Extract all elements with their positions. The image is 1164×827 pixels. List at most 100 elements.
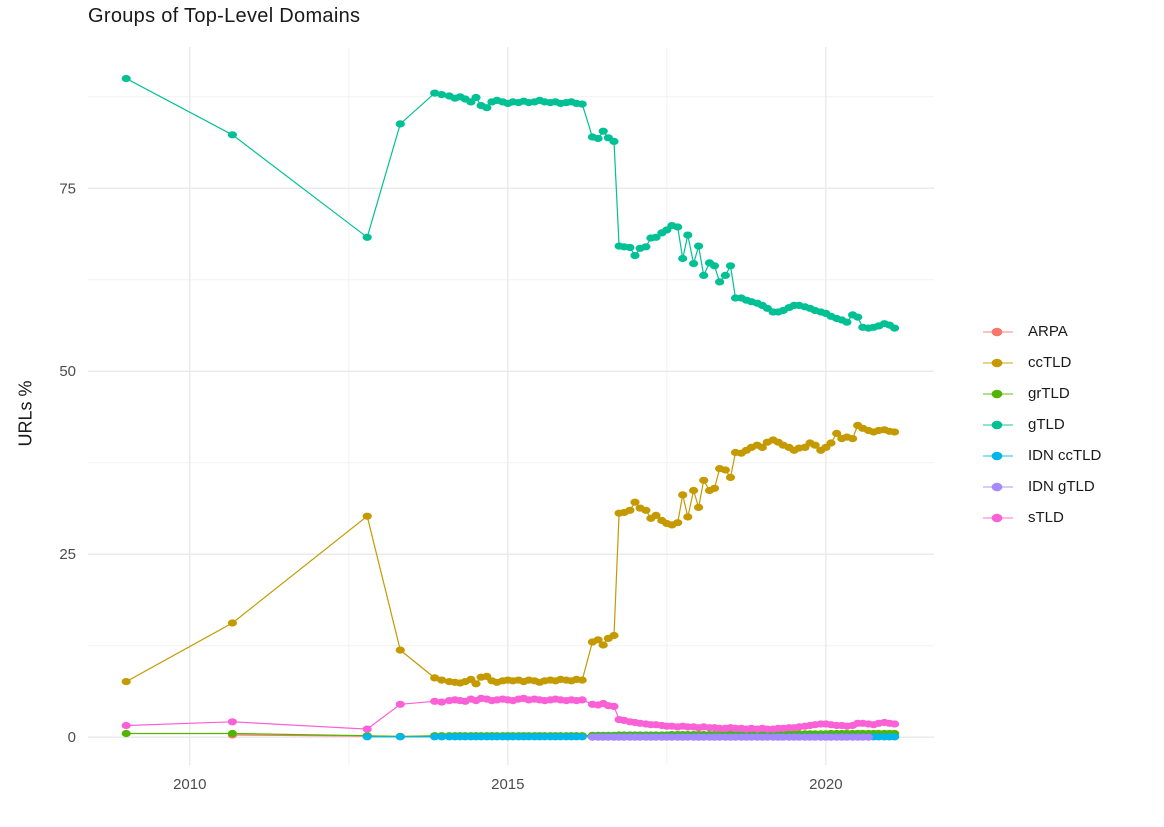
data-point [609, 702, 619, 711]
data-point [609, 137, 619, 145]
legend-label-arpa: ARPA [1028, 323, 1068, 340]
data-point [678, 254, 688, 263]
data-point [694, 242, 704, 250]
data-point [430, 89, 440, 97]
data-point [725, 473, 736, 481]
data-point [362, 233, 372, 241]
data-point [699, 476, 709, 484]
data-point [609, 631, 619, 640]
legend-key-icon [983, 420, 1013, 429]
data-point [121, 74, 131, 83]
data-point [471, 93, 481, 102]
y-tick-label: 25 [59, 546, 76, 563]
data-point [362, 733, 372, 741]
data-point [641, 506, 651, 514]
data-point [577, 696, 587, 704]
data-point [437, 91, 447, 99]
data-point [598, 641, 608, 649]
data-point [890, 720, 900, 728]
legend: ARPA ccTLD grTLD gTLD IDN ccTLD IDN gTLD sTLD [982, 316, 1101, 533]
legend-label-idn-gtld: IDN gTLD [1028, 478, 1095, 495]
legend-item-gtld: gTLD [982, 409, 1101, 440]
legend-key-icon [983, 327, 1013, 336]
legend-key-icon [983, 482, 1013, 491]
data-point [630, 498, 640, 506]
data-point [689, 486, 699, 495]
legend-key-dot [991, 451, 1003, 460]
data-point [641, 243, 651, 251]
data-point [625, 506, 635, 514]
data-point [395, 120, 405, 128]
series-points-cctld [121, 421, 900, 688]
data-point [577, 676, 587, 684]
data-point [362, 512, 372, 520]
data-point [848, 435, 858, 443]
data-point [757, 443, 767, 451]
data-point [577, 733, 587, 741]
legend-key-icon [983, 358, 1013, 367]
legend-key-icon [983, 451, 1013, 460]
legend-item-cctld: ccTLD [982, 347, 1101, 378]
data-point [577, 100, 587, 108]
data-point [430, 697, 440, 705]
legend-key-dot [991, 482, 1003, 491]
data-point [890, 733, 900, 741]
data-point [853, 313, 863, 321]
data-point [832, 429, 842, 437]
data-point [227, 131, 237, 139]
data-point [437, 676, 447, 684]
legend-label-gtld: gTLD [1028, 416, 1065, 433]
series-points-stld [121, 694, 900, 733]
legend-key-dot [991, 358, 1003, 367]
data-point [227, 619, 237, 627]
legend-key-dot [991, 513, 1003, 522]
legend-item-idn-gtld: IDN gTLD [982, 471, 1101, 502]
data-point [121, 678, 131, 686]
data-point [694, 503, 704, 511]
data-point [720, 466, 731, 474]
legend-item-stld: sTLD [982, 502, 1101, 533]
y-tick-label: 50 [59, 363, 76, 380]
data-point [863, 733, 874, 741]
data-point [593, 134, 603, 143]
data-point [810, 441, 820, 449]
data-point [430, 733, 440, 741]
chart-title: Groups of Top-Level Domains [88, 5, 361, 27]
legend-key-icon [983, 513, 1013, 522]
data-point [395, 646, 405, 654]
data-point [842, 318, 852, 326]
data-point [651, 511, 661, 519]
data-point [673, 223, 683, 231]
legend-key-dot [991, 327, 1003, 336]
data-point [598, 127, 608, 135]
series-points-idn-gtld [587, 733, 874, 741]
data-point [651, 233, 661, 241]
data-point [673, 519, 683, 527]
legend-key-icon [983, 389, 1013, 398]
x-tick-label: 2015 [491, 776, 524, 793]
series-points-gtld [121, 74, 900, 332]
legend-key-dot [991, 420, 1003, 429]
data-point [362, 725, 372, 733]
data-point [699, 271, 709, 279]
legend-label-stld: sTLD [1028, 509, 1064, 526]
data-point [471, 680, 481, 688]
series-line-gtld [125, 77, 895, 329]
data-point [227, 729, 237, 738]
data-point [683, 231, 693, 239]
data-point [683, 513, 693, 521]
data-point [625, 243, 635, 252]
data-point [395, 700, 405, 708]
data-point [630, 252, 640, 260]
legend-label-cctld: ccTLD [1028, 354, 1072, 371]
data-point [430, 674, 440, 682]
y-tick-label: 0 [68, 729, 76, 746]
legend-item-idn-cctld: IDN ccTLD [982, 440, 1101, 471]
y-tick-label: 75 [59, 180, 76, 197]
data-point [678, 491, 688, 499]
data-point [725, 262, 736, 270]
legend-label-idn-cctld: IDN ccTLD [1028, 447, 1102, 464]
data-point [593, 636, 603, 644]
legend-key-dot [991, 389, 1003, 398]
